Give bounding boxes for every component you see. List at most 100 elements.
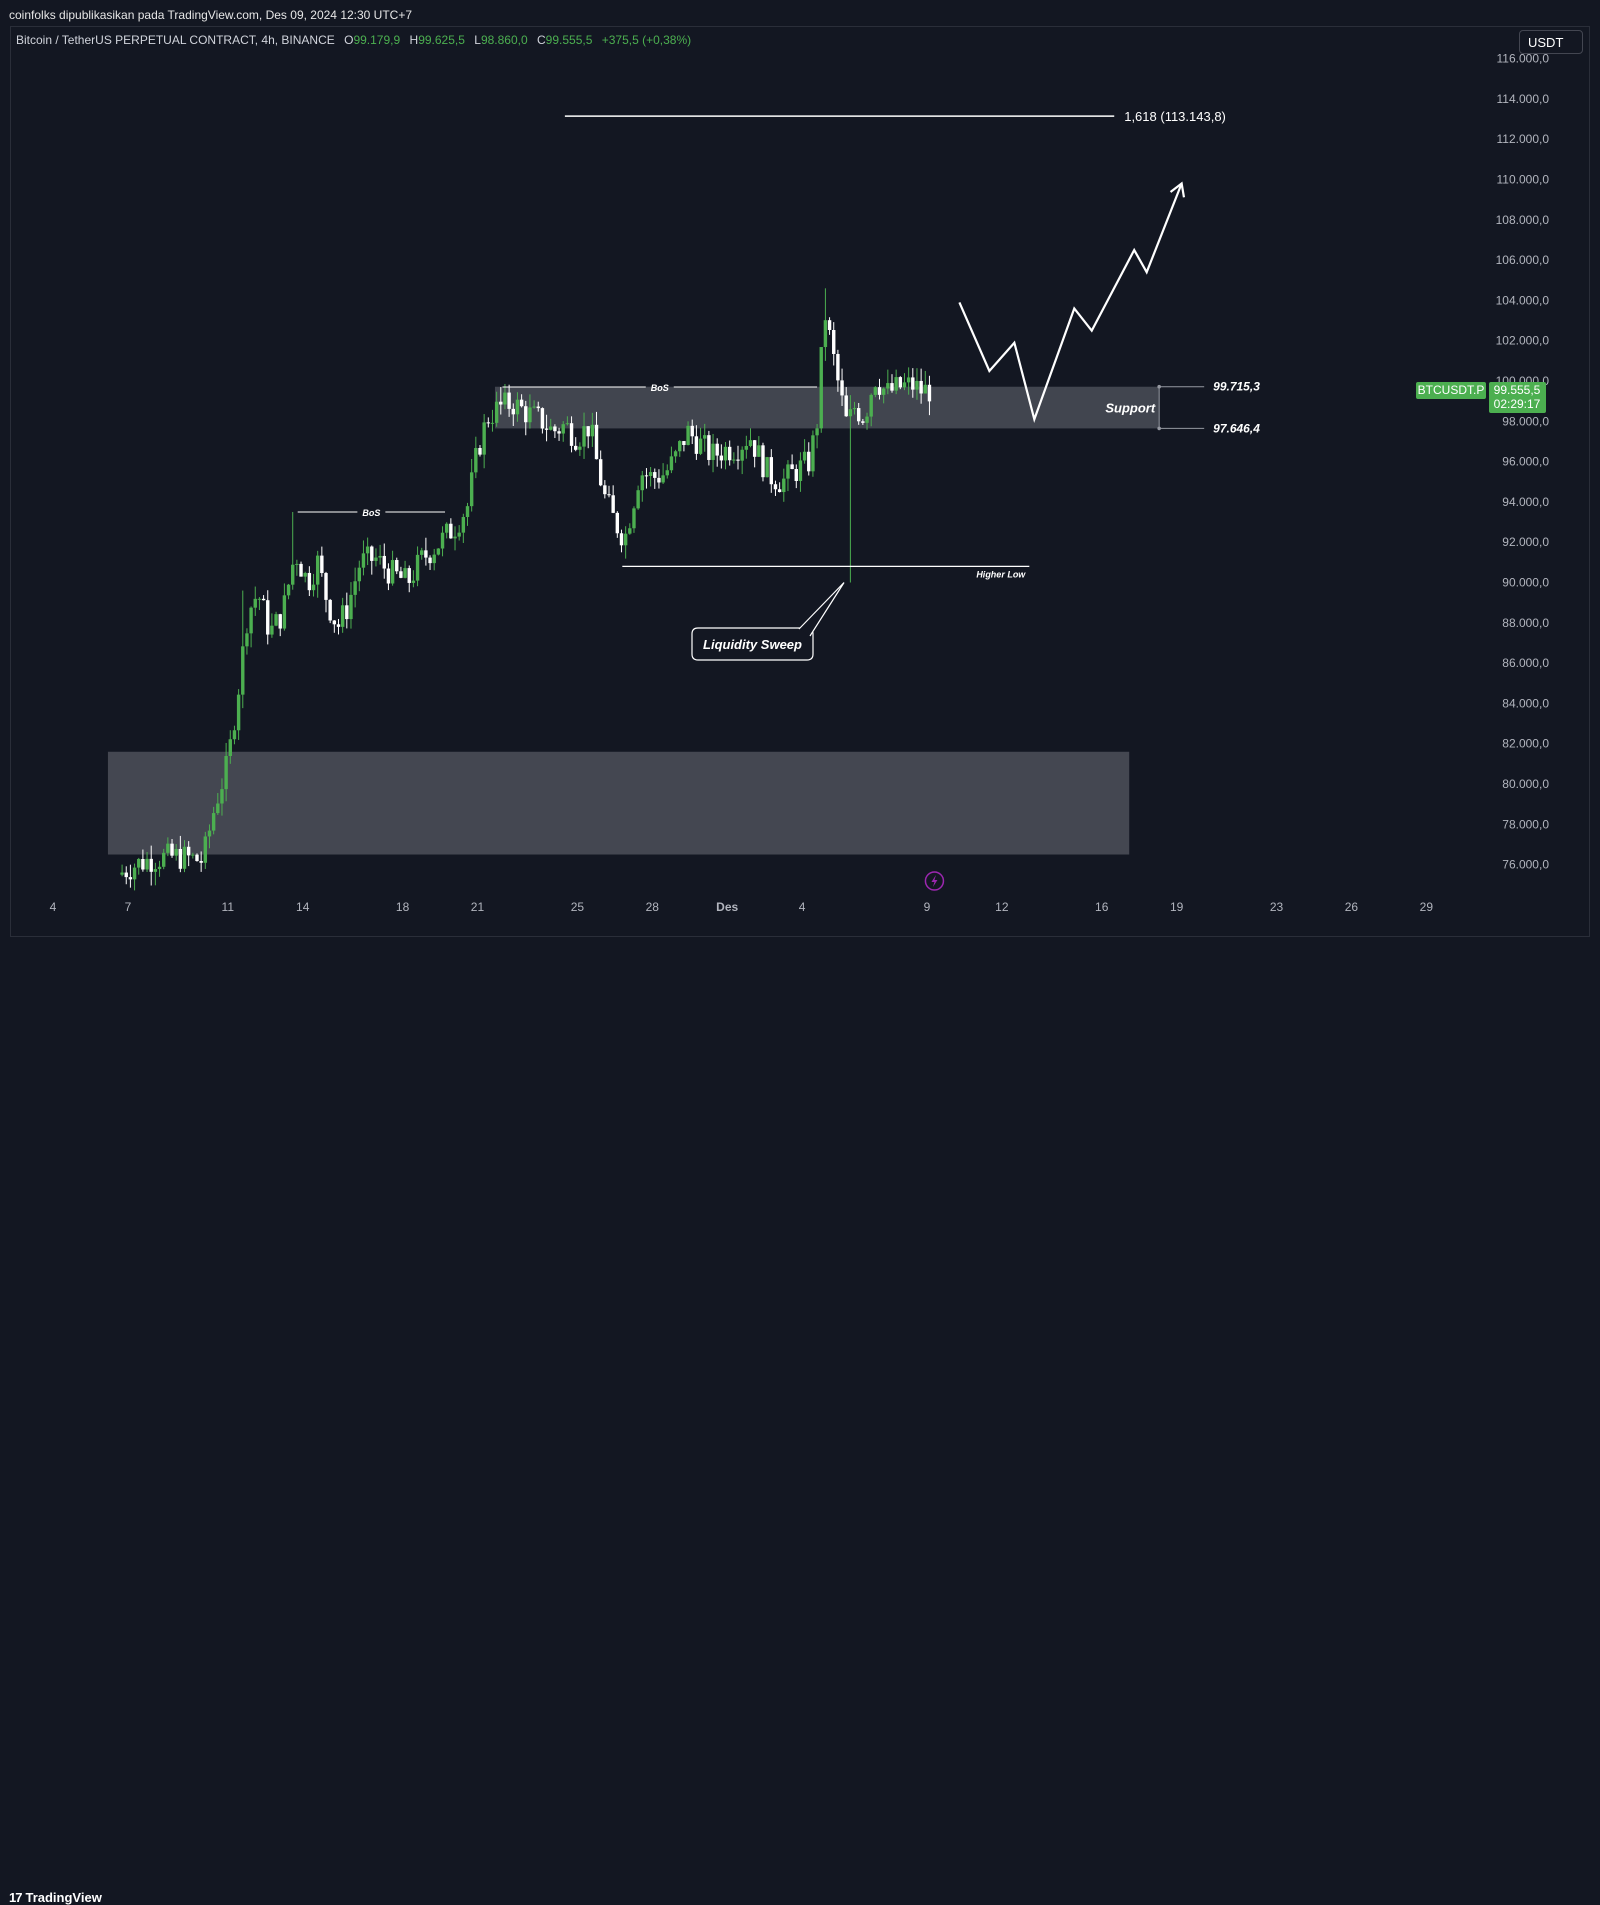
price-tick-label: 88.000,0 [1502,616,1549,630]
candle-body [582,426,586,447]
liquidity-sweep-pointer [798,582,845,637]
time-tick-label: 25 [571,900,585,914]
price-tick-label: 78.000,0 [1502,817,1549,831]
candle [715,438,719,467]
candle [461,513,466,543]
candle [282,583,287,631]
candle [128,864,133,888]
candle [361,540,366,576]
candle [790,454,794,470]
candle-body [686,425,690,445]
candle-body [678,441,682,452]
price-tick-label: 76.000,0 [1502,858,1549,872]
candle-body [345,605,349,620]
candle [195,853,199,862]
price-tick-label: 106.000,0 [1496,253,1550,267]
low-label: L [474,33,481,47]
liquidity-sweep-label: Liquidity Sweep [703,637,802,652]
candle-body [399,571,403,578]
candle-body [374,557,378,561]
demand-zone [107,751,1130,855]
tradingview-logo[interactable]: 17 TradingView [9,1890,102,1905]
candle [444,522,449,539]
price-tick-label: 82.000,0 [1502,737,1549,751]
symbol-legend: Bitcoin / TetherUS PERPETUAL CONTRACT, 4… [16,33,691,47]
candle [336,618,341,635]
candle-body [673,451,678,457]
candle [186,841,191,867]
candle-body [120,872,124,875]
candle-body [486,422,491,424]
candle-body [690,425,694,437]
price-tags: BTCUSDT.P 99.555,502:29:17 [1416,381,1546,413]
candle-body [919,380,923,394]
candle-body [923,384,927,394]
candle [536,401,540,412]
candle [311,573,316,597]
candle [919,368,923,404]
candle-body [798,460,803,481]
candle-body [332,620,337,625]
candle [877,378,882,400]
candle-body [873,387,878,395]
candle [353,567,357,608]
candle-body [145,858,149,870]
candle [145,851,149,872]
time-tick-label: 14 [296,900,310,914]
candle-body [220,789,224,804]
candle-body [340,605,345,627]
symbol-title[interactable]: Bitcoin / TetherUS PERPETUAL CONTRACT, 4… [16,33,335,47]
candle-body [178,848,183,869]
price-tick-label: 94.000,0 [1502,495,1549,509]
candle [669,446,674,474]
lightning-icon [924,871,945,891]
candle-body [228,739,232,757]
candle [207,824,212,849]
candle [549,418,553,431]
candle-body [303,572,307,577]
candle [661,463,665,484]
candle [245,628,249,655]
close-label: C [537,33,546,47]
price-tick-label: 98.000,0 [1502,414,1549,428]
candle [711,433,715,473]
candle-body [890,383,894,391]
candle-body [886,383,890,389]
candle-body [794,469,798,481]
candle [507,384,511,417]
currency-button[interactable]: USDT [1519,30,1583,54]
candle [836,349,840,392]
candle-body [544,428,549,430]
candle [424,537,428,566]
candle-body [299,563,303,577]
support-zone [494,386,1160,429]
candle [678,440,682,457]
candle [320,546,324,577]
candle-body [927,384,932,402]
candle-body [703,435,707,439]
candle-body [494,401,499,423]
candle-body [590,424,595,437]
candle-body [224,756,228,790]
candle-body [324,573,328,600]
tradingview-logo-icon: 17 [9,1890,23,1905]
open-value: 99.179,9 [353,33,401,47]
top-bar: coinfolks dipublikasikan pada TradingVie… [0,0,1600,26]
candle-body [836,353,840,381]
candle [303,571,307,583]
candle-body [153,869,158,872]
candle-body [236,694,241,731]
candle-body [336,624,341,627]
candle [832,322,836,366]
candle [370,545,374,575]
candle [253,586,257,616]
candle [261,595,266,601]
price-chart[interactable]: Support 1,618 (113.143,8) 99.715,3 97.646,… [0,0,1600,970]
candle [869,393,873,427]
candle-body [832,329,836,354]
candle [861,418,865,425]
candle [328,598,332,624]
candle [519,394,524,408]
candle-body [823,320,828,348]
candle-body [511,408,515,415]
